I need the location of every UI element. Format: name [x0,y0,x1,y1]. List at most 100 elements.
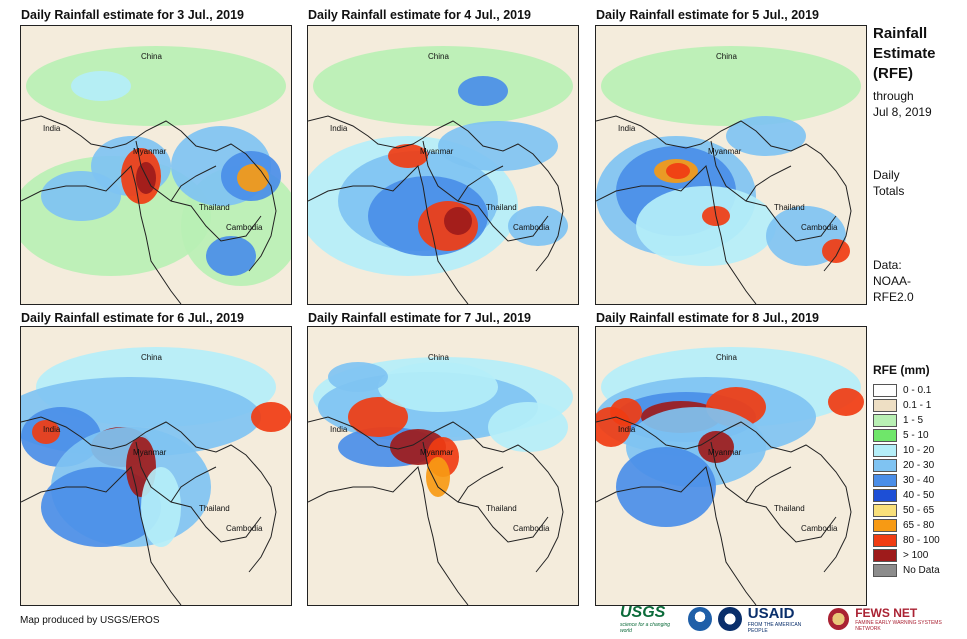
rainfall-map-day-7: China India Myanmar Thailand Cambodia [307,326,579,606]
usaid-logo-text: USAID [747,604,795,622]
map-label-myanmar: Myanmar [133,448,167,457]
fewsnet-globe-icon [827,608,850,630]
legend-item: > 100 [873,548,940,563]
legend-label: 0 - 0.1 [903,385,932,396]
map-label-thailand: Thailand [199,504,230,513]
legend-item: 30 - 40 [873,473,940,488]
country-border [135,441,262,543]
legend-item: 40 - 50 [873,488,940,503]
rainfall-area [438,121,558,171]
country-border [21,466,182,605]
rainfall-map-day-4: China India Myanmar Thailand Cambodia [307,25,579,305]
rainfall-map-canvas: China India Myanmar Thailand Cambodia [596,26,866,304]
legend-item: 65 - 80 [873,518,940,533]
panel-title-1: Daily Rainfall estimate for 3 Jul., 2019 [21,8,245,22]
legend-swatch [873,519,897,532]
legend-swatch [873,534,897,547]
legend-label: 1 - 5 [903,415,924,426]
map-label-india: India [330,425,348,434]
legend-label: 30 - 40 [903,475,935,486]
map-label-myanmar: Myanmar [133,147,167,156]
country-border [596,466,757,605]
country-border [308,416,564,573]
legend-swatch [873,444,897,457]
map-label-thailand: Thailand [774,504,805,513]
through-date: Jul 8, 2019 [873,105,932,119]
map-label-thailand: Thailand [774,203,805,212]
map-label-india: India [618,425,636,434]
legend-swatch [873,384,897,397]
rainfall-map-day-6: China India Myanmar Thailand Cambodia [20,326,292,606]
country-border [308,466,469,605]
rainfall-map-canvas: China India Myanmar Thailand Cambodia [308,26,578,304]
data-source-line-1: NOAA- [873,274,912,288]
map-label-china: China [428,52,449,61]
rainfall-area [206,236,256,276]
legend-label: 0.1 - 1 [903,400,932,411]
legend-item: No Data [873,563,940,578]
legend-title: RFE (mm) [873,363,930,377]
legend-label: 80 - 100 [903,535,940,546]
rainfall-area [328,362,388,392]
country-border [596,165,757,304]
rainfall-area [488,402,568,452]
panel-title-5: Daily Rainfall estimate for 7 Jul., 2019 [308,311,532,325]
rainfall-area [32,420,60,444]
legend-swatch [873,429,897,442]
rainfall-area [828,388,864,416]
fewsnet-tagline: FAMINE EARLY WARNING SYSTEMS NETWORK [855,620,942,632]
usgs-logo: USGS science for a changing world [620,604,682,634]
legend-label: 10 - 20 [903,445,935,456]
map-title: Rainfall Estimate (RFE) [873,24,936,84]
rainfall-area [251,402,291,432]
rainfall-area [313,46,573,126]
map-label-myanmar: Myanmar [420,448,454,457]
map-label-cambodia: Cambodia [226,524,263,533]
rainfall-area [237,164,269,192]
rainfall-map-day-5: China India Myanmar Thailand Cambodia [595,25,867,305]
usgs-tagline: science for a changing world [620,622,671,634]
country-border [596,115,852,272]
map-label-cambodia: Cambodia [513,223,550,232]
legend-label: No Data [903,565,940,576]
rainfall-area [388,144,428,168]
country-border [21,416,277,573]
country-border [422,140,549,242]
map-label-cambodia: Cambodia [801,223,838,232]
legend-label: 20 - 30 [903,460,935,471]
daily-totals-text: Daily Totals [873,167,904,199]
rainfall-area [41,171,121,221]
country-border [21,115,277,272]
credit-text: Map produced by USGS/EROS [20,615,160,626]
rainfall-area [348,397,408,437]
map-label-china: China [716,353,737,362]
legend-label: 50 - 65 [903,505,935,516]
legend-swatch [873,474,897,487]
panel-title-3: Daily Rainfall estimate for 5 Jul., 2019 [596,8,820,22]
rainfall-area [636,186,776,266]
panel-title-6: Daily Rainfall estimate for 8 Jul., 2019 [596,311,820,325]
rainfall-area [71,71,131,101]
country-border [596,416,852,573]
rainfall-map-canvas: China India Myanmar Thailand Cambodia [21,26,291,304]
rainfall-area [596,407,631,447]
country-border [710,441,837,543]
rainfall-map-day-3: China India Myanmar Thailand Cambodia [20,25,292,305]
map-label-myanmar: Myanmar [708,147,742,156]
map-label-thailand: Thailand [486,203,517,212]
rainfall-area [616,447,716,527]
map-label-cambodia: Cambodia [801,524,838,533]
map-label-china: China [716,52,737,61]
map-label-myanmar: Myanmar [708,448,742,457]
rainfall-area [508,206,568,246]
rainfall-area [666,163,690,179]
fewsnet-logo: FEWS NET FAMINE EARLY WARNING SYSTEMS NE… [855,606,967,632]
rainfall-area [136,162,156,194]
usaid-tagline: FROM THE AMERICAN PEOPLE [747,621,802,634]
rainfall-area [822,239,850,263]
map-label-thailand: Thailand [486,504,517,513]
rainfall-area [726,116,806,156]
legend-item: 50 - 65 [873,503,940,518]
totals-label: Totals [873,184,905,198]
rainfall-map-canvas: China India Myanmar Thailand Cambodia [21,327,291,605]
